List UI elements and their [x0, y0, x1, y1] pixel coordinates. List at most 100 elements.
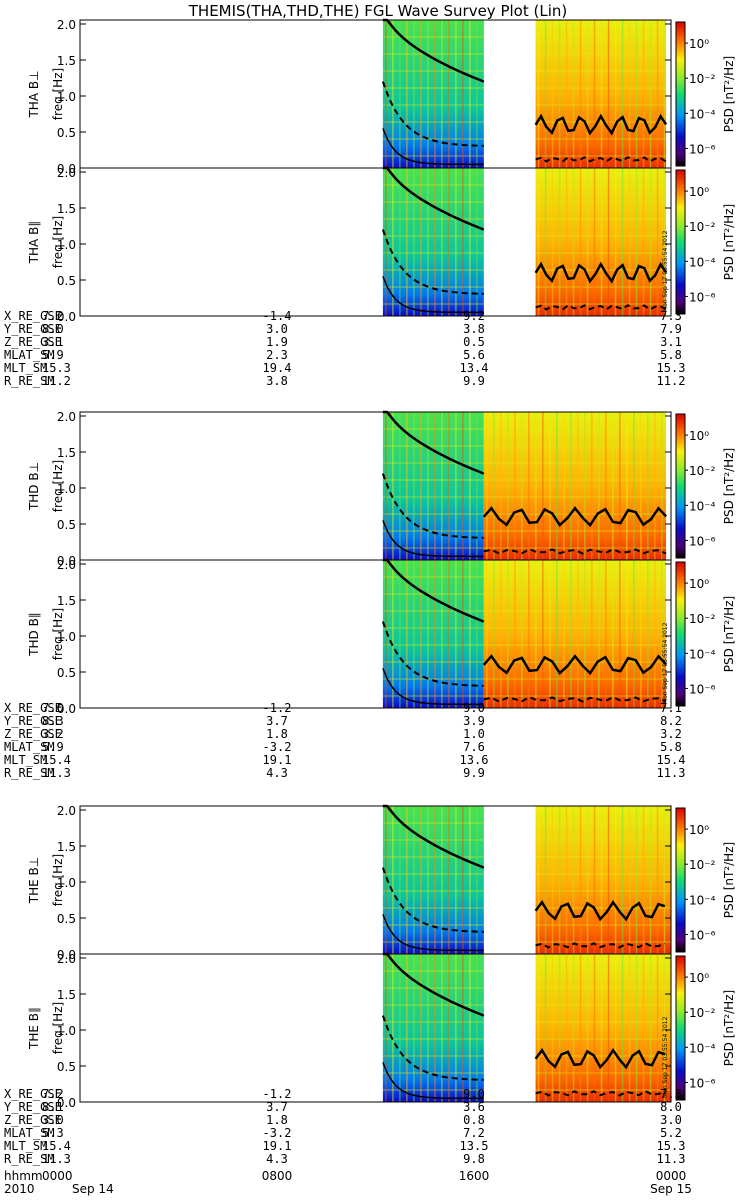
ephemeris-value: -1.2	[263, 701, 292, 715]
y-tick-label: 0.0	[57, 310, 76, 324]
ephemeris-value: 9.9	[463, 374, 485, 388]
y-tick-label: 1.5	[57, 594, 76, 608]
half-gyrofrequency-curve	[535, 942, 666, 949]
ephemeris-value: 9.0	[463, 701, 485, 715]
ephemeris-label: X_RE_GSE	[4, 1087, 62, 1101]
ephemeris-value: 1.8	[266, 727, 288, 741]
x-tick-label: 0000	[42, 1169, 73, 1183]
oxygen-gyrofrequency-curve	[382, 276, 484, 314]
colorbar-tick-label: 10⁰	[689, 37, 709, 51]
spectrogram-segment	[535, 806, 671, 954]
colorbar-tick-label: 10⁻²	[689, 612, 716, 626]
ephemeris-value: 9.2	[463, 309, 485, 323]
ephemeris-value: 5.8	[660, 740, 682, 754]
ephemeris-value: 8.3	[42, 714, 64, 728]
colorbar-tick-label: 10⁰	[689, 429, 709, 443]
ephemeris-value: 13.4	[460, 361, 489, 375]
y-tick-label: 1.5	[57, 54, 76, 68]
colorbar-tick-label: 10⁻⁶	[689, 290, 716, 304]
y-tick-label: 0.0	[57, 702, 76, 716]
colorbar-tick-label: 10⁻²	[689, 464, 716, 478]
ephemeris-value: 5.3	[42, 1126, 64, 1140]
x-tick-label: 0800	[262, 1169, 293, 1183]
y-tick-label: 0.5	[57, 518, 76, 532]
timestamp-stamp: Mon Sep 17 03:55:54 2012	[662, 622, 669, 704]
ephemeris-value: 19.1	[263, 1139, 292, 1153]
y-tick-label: 0.5	[57, 126, 76, 140]
spectrogram-panel: 0.0 0.5 1.0 1.5 2.0 THA B⊥ freq [Hz] 10⁰ 10⁻² 10⁻…	[27, 18, 736, 176]
colorbar-tick-label: 10⁰	[689, 577, 709, 591]
ephemeris-value: 1.0	[463, 727, 485, 741]
ephemeris-value: 3.9	[463, 714, 485, 728]
spectrogram-segment	[382, 412, 484, 560]
colorbar	[675, 561, 686, 707]
ephemeris-label: Z_RE_GSE	[4, 1113, 62, 1127]
ephemeris-value: 15.3	[42, 361, 71, 375]
ephemeris-value: 19.4	[263, 361, 292, 375]
colorbar-label: PSD [nT²/Hz]	[722, 842, 736, 918]
gyrofrequency-curve	[534, 261, 668, 284]
panel-label: THD B⊥	[27, 462, 41, 511]
gyrofrequency-curve	[482, 506, 668, 528]
ephemeris-value: 3.8	[266, 374, 288, 388]
ephemeris-value: 3.2	[42, 727, 64, 741]
x-date-label: Sep 15	[650, 1182, 692, 1196]
ephemeris-value: 11.2	[42, 374, 71, 388]
ephemeris-value: 15.4	[42, 753, 71, 767]
ephemeris-value: 11.3	[657, 1152, 686, 1166]
ephemeris-value: 0.5	[463, 335, 485, 349]
ephemeris-value: 13.6	[460, 753, 489, 767]
y-tick-label: 2.0	[57, 804, 76, 818]
ephemeris-label: MLT_SM	[4, 1139, 47, 1153]
spectrogram-panel: 0.0 0.5 1.0 1.5 2.0 THE B∥ freq [Hz] 10⁰ 10⁻² 10⁻…	[27, 952, 736, 1110]
colorbar	[675, 21, 686, 167]
x-date-label: Sep 14	[72, 1182, 114, 1196]
x-axis-row-label: hhmm	[4, 1169, 43, 1183]
ephemeris-value: 7.2	[42, 309, 64, 323]
y-tick-label: 0.0	[57, 554, 76, 568]
ephemeris-value: 7.0	[42, 701, 64, 715]
panel-label: THE B∥	[27, 1007, 41, 1050]
spectrogram-segment	[382, 806, 484, 954]
half-gyrofrequency-curve	[381, 1015, 484, 1081]
y-tick-label: 0.5	[57, 912, 76, 926]
gyrofrequency-curve	[382, 166, 485, 231]
ephemeris-value: 4.3	[266, 766, 288, 780]
half-gyrofrequency-curve	[535, 155, 667, 163]
panel-label: THD B∥	[27, 612, 41, 657]
y-tick-label: 1.5	[57, 840, 76, 854]
ephemeris-value: 3.1	[42, 335, 64, 349]
spectrogram-panel: 0.0 0.5 1.0 1.5 2.0 THE B⊥ freq [Hz] 10⁰ 10⁻² 10⁻…	[27, 804, 736, 962]
colorbar-tick-label: 10⁻⁴	[689, 107, 716, 121]
half-gyrofrequency-curve	[535, 303, 667, 311]
spectrogram-panel: 0.0 0.5 1.0 1.5 2.0 THD B⊥ freq [Hz] 10⁰ 10⁻² 10⁻…	[27, 410, 736, 568]
colorbar-tick-label: 10⁻⁶	[689, 534, 716, 548]
ephemeris-value: 7.2	[463, 1126, 485, 1140]
y-axis-label: freq [Hz]	[51, 68, 65, 120]
figure-title: THEMIS(THA,THD,THE) FGL Wave Survey Plot…	[188, 2, 567, 20]
colorbar-tick-label: 10⁻⁴	[689, 255, 716, 269]
y-tick-label: 1.0	[57, 90, 76, 104]
ephemeris-value: 8.1	[42, 1100, 64, 1114]
y-tick-label: 0.0	[57, 162, 76, 176]
half-gyrofrequency-curve	[381, 229, 484, 295]
oxygen-gyrofrequency-curve	[382, 668, 484, 706]
ephemeris-value: 1.9	[266, 335, 288, 349]
half-gyrofrequency-curve	[381, 473, 484, 539]
ephemeris-value: 3.0	[266, 322, 288, 336]
ephemeris-label: MLAT_SM	[4, 1126, 55, 1140]
ephemeris-value: -1.2	[263, 1087, 292, 1101]
ephemeris-value: 8.0	[42, 322, 64, 336]
half-gyrofrequency-curve	[381, 621, 484, 687]
ephemeris-label: R_RE_SM	[4, 766, 55, 780]
ephemeris-value: 7.2	[42, 1087, 64, 1101]
y-tick-label: 1.0	[57, 1024, 76, 1038]
ephemeris-value: 3.1	[660, 335, 682, 349]
y-tick-label: 0.5	[57, 1060, 76, 1074]
y-tick-label: 0.0	[57, 1096, 76, 1110]
ephemeris-value: 13.5	[460, 1139, 489, 1153]
ephemeris-value: 7.3	[660, 1087, 682, 1101]
ephemeris-value: 15.3	[657, 1139, 686, 1153]
